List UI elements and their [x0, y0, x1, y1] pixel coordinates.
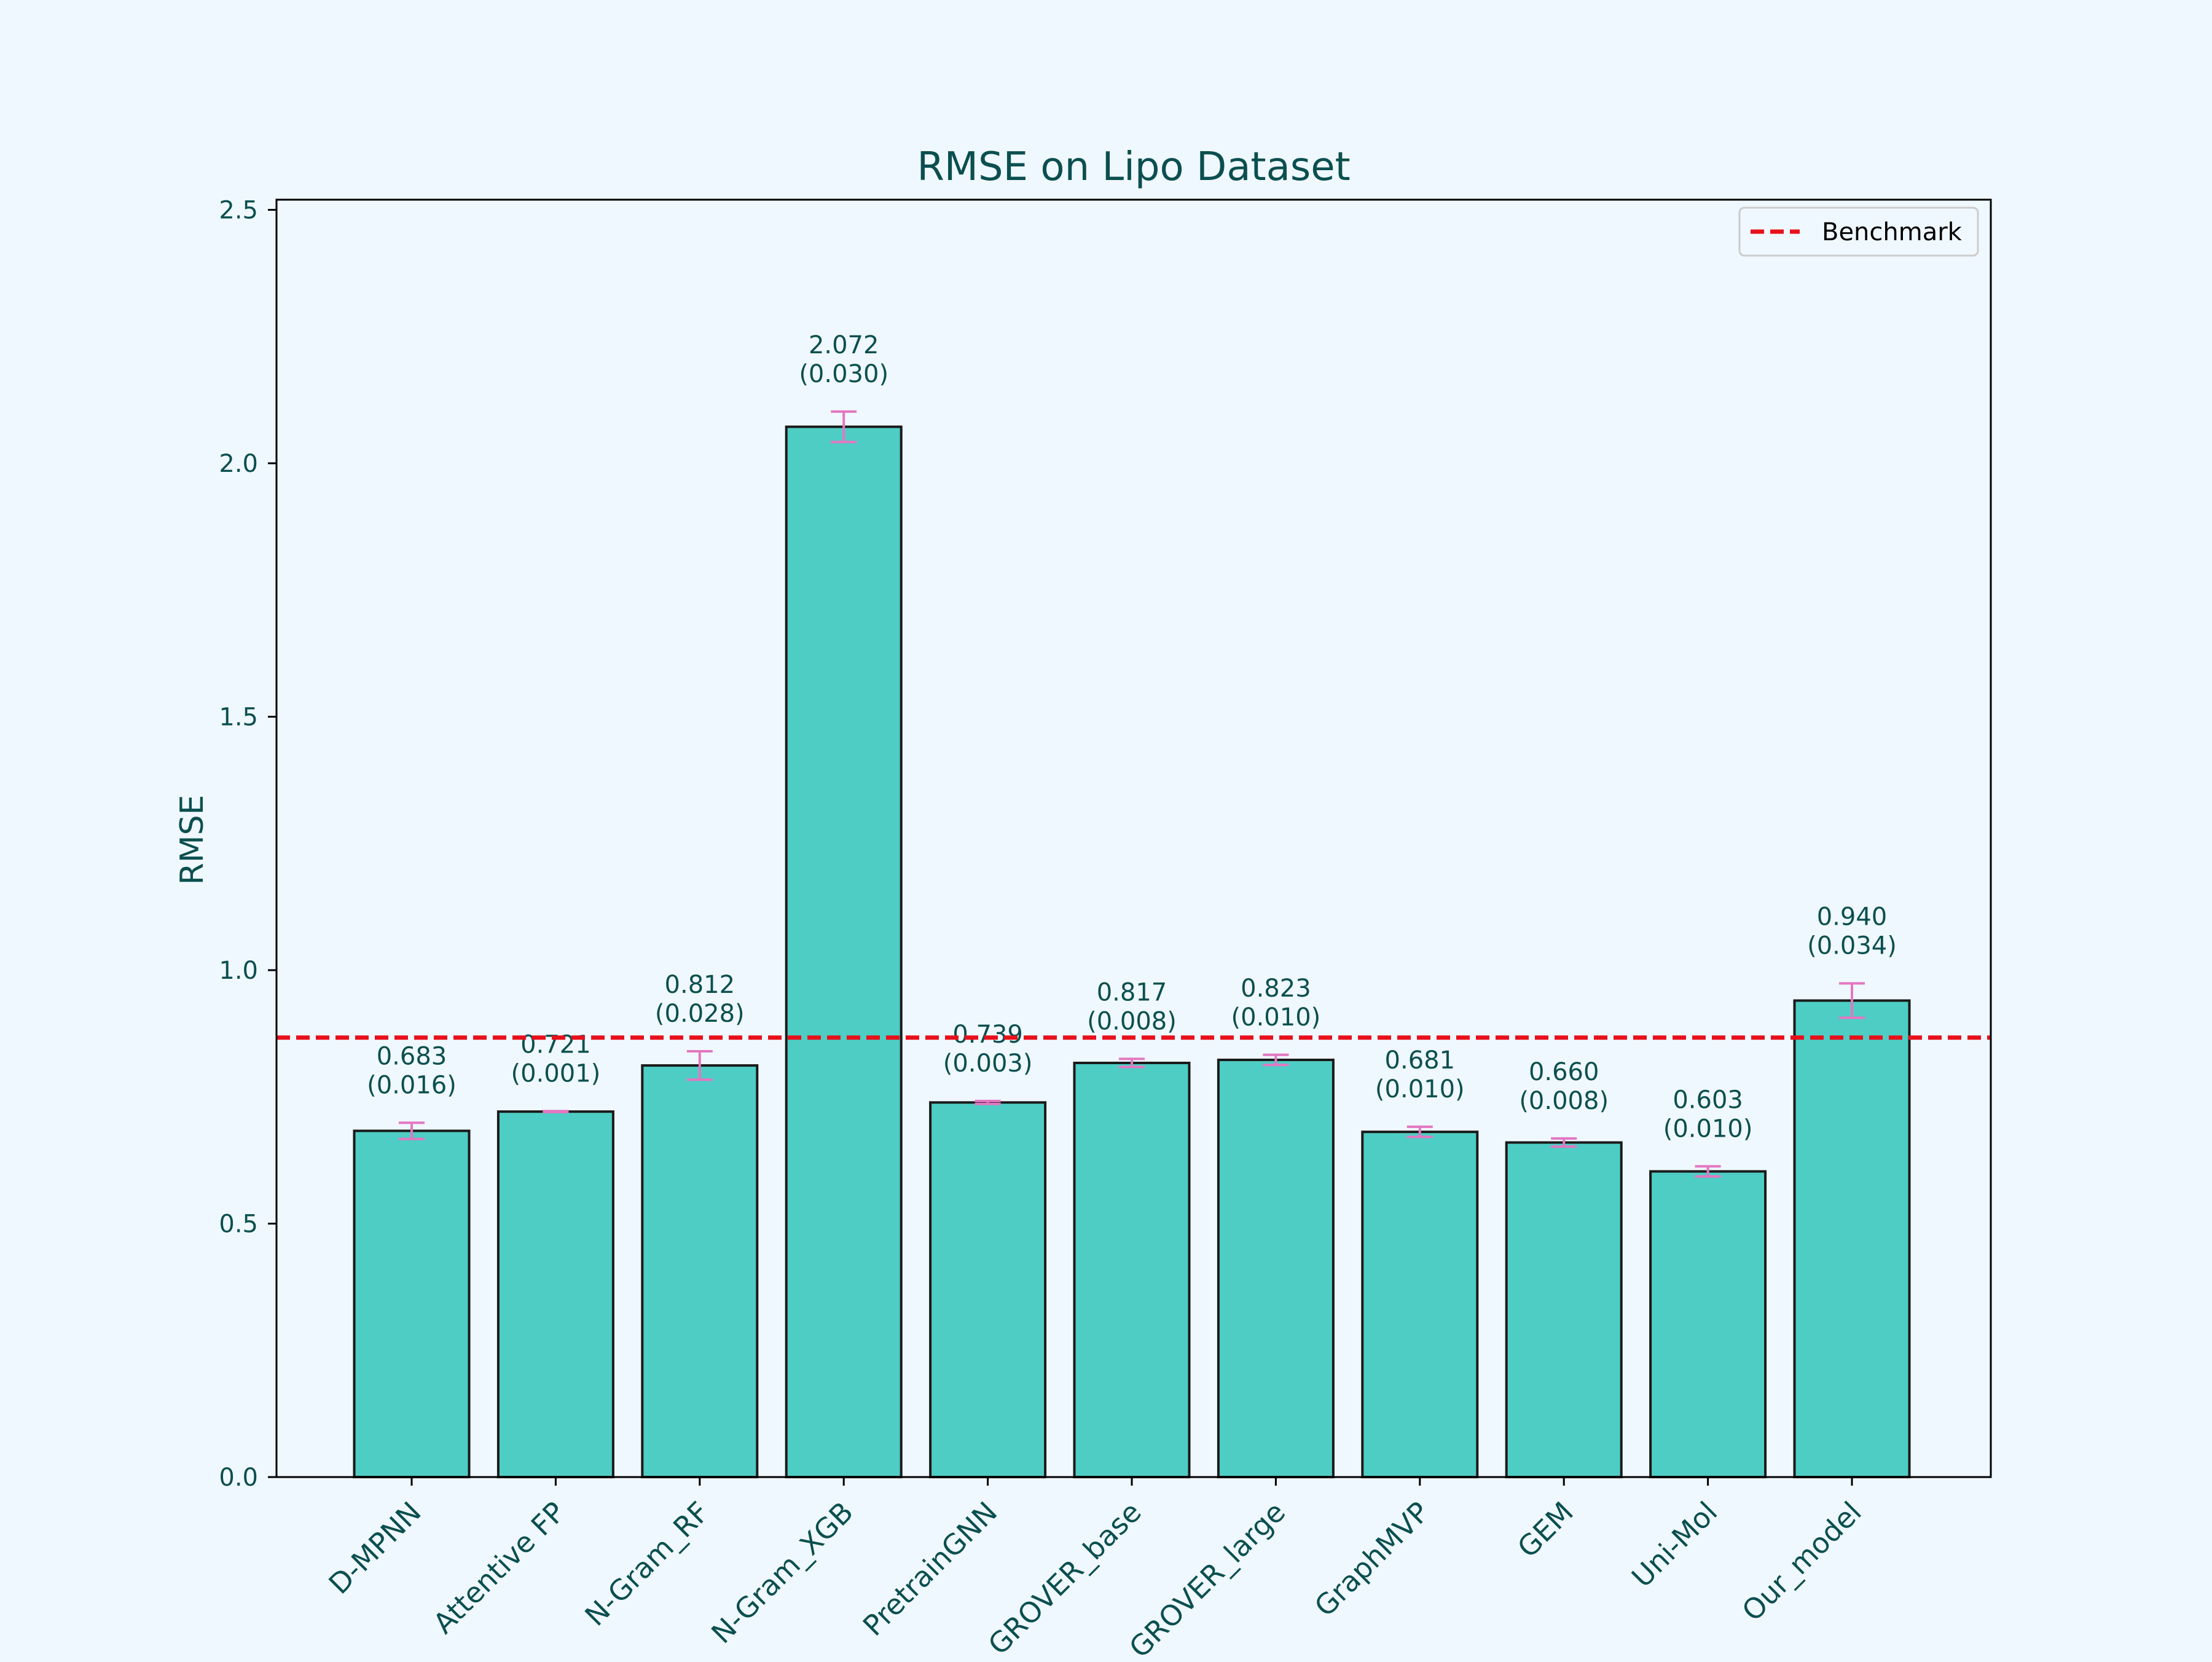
data-label-value: 0.603	[1673, 1086, 1743, 1114]
data-label-value: 0.812	[665, 971, 735, 999]
data-label-value: 0.683	[377, 1042, 447, 1070]
data-label-error: (0.003)	[943, 1049, 1033, 1078]
data-label-error: (0.010)	[1663, 1115, 1753, 1143]
data-label-error: (0.008)	[1087, 1007, 1177, 1035]
legend-benchmark-label: Benchmark	[1822, 218, 1963, 246]
bar	[1073, 1061, 1191, 1478]
bar	[1361, 1131, 1479, 1479]
data-label-value: 0.823	[1241, 974, 1311, 1003]
bar	[353, 1129, 471, 1478]
data-label-error: (0.016)	[367, 1071, 457, 1099]
legend: Benchmark	[1738, 206, 1979, 257]
bar	[496, 1110, 614, 1479]
data-label-value: 0.739	[952, 1021, 1023, 1049]
y-tick-label: 2.5	[219, 197, 258, 225]
data-label-value: 0.681	[1385, 1046, 1456, 1075]
bar	[1217, 1059, 1335, 1478]
data-label-value: 2.072	[809, 331, 879, 359]
y-tick-label: 2.0	[219, 450, 258, 478]
data-label-error: (0.010)	[1375, 1075, 1465, 1103]
bar	[1793, 999, 1911, 1478]
data-label-value: 0.721	[520, 1030, 591, 1059]
bar	[641, 1064, 759, 1478]
y-tick-label: 0.0	[219, 1464, 258, 1492]
bar	[785, 425, 903, 1478]
data-label-error: (0.030)	[799, 360, 888, 388]
data-label-value: 0.660	[1529, 1058, 1599, 1086]
data-label-error: (0.008)	[1519, 1087, 1609, 1115]
data-label-error: (0.034)	[1807, 931, 1897, 960]
chart-title: RMSE on Lipo Dataset	[917, 144, 1350, 190]
data-label-error: (0.001)	[511, 1059, 601, 1088]
bar	[1649, 1170, 1767, 1479]
legend-frame	[1738, 206, 1979, 257]
bar	[929, 1101, 1047, 1478]
data-label-value: 0.940	[1817, 903, 1888, 931]
data-label-error: (0.028)	[655, 1000, 745, 1028]
y-tick-label: 1.0	[219, 957, 258, 985]
data-label-value: 0.817	[1097, 978, 1167, 1006]
y-axis-label: RMSE	[174, 795, 211, 885]
data-label-error: (0.010)	[1231, 1003, 1321, 1032]
axes-frame	[275, 198, 1992, 1478]
y-tick-label: 0.5	[219, 1210, 258, 1239]
bar	[1505, 1141, 1623, 1478]
y-tick-label: 1.5	[219, 704, 258, 732]
